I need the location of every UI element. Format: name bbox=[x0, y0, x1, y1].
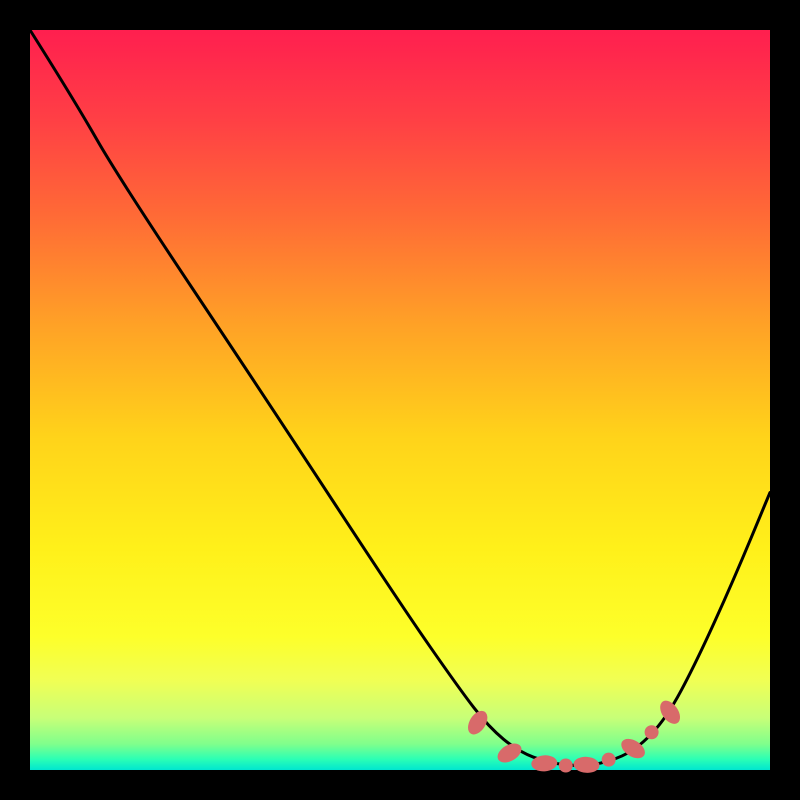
marker-dot bbox=[559, 759, 573, 773]
marker-dot bbox=[602, 753, 616, 767]
plot-background bbox=[30, 30, 770, 770]
bottleneck-chart bbox=[0, 0, 800, 800]
marker-dot bbox=[645, 725, 659, 739]
